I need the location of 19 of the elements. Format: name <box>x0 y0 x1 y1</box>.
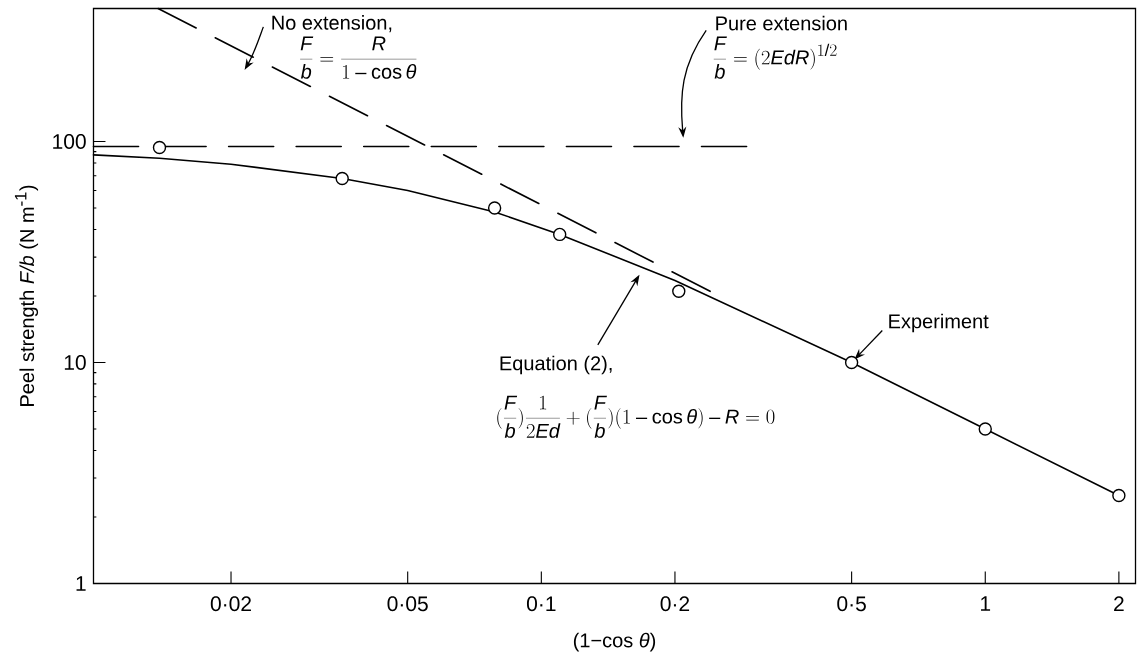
y-tick-label: 10 <box>64 354 86 370</box>
x-axis-title: (1−cos θ) <box>573 632 656 652</box>
x-tick-label: 0·02 <box>210 596 251 611</box>
annotation: Equation (2), <box>500 355 612 375</box>
annotation: Pure extension <box>716 15 847 31</box>
x-tick-label: 0·05 <box>387 596 428 611</box>
y-tick-label: 100 <box>53 133 86 149</box>
annotation: Experiment <box>889 313 989 333</box>
x-tick-label: 2 <box>1114 596 1124 611</box>
annotation: $\frac{F}{b} = \frac{R}{1-\cos\mbox{\itshape θ}}$ <box>300 36 417 79</box>
y-axis-title: Peel strength F/b (N m$^{-1}$) <box>14 185 39 406</box>
x-tick-label: 0·2 <box>660 596 690 611</box>
x-tick-label: 1 <box>981 596 991 611</box>
x-tick-label: 0·1 <box>526 596 556 611</box>
x-tick-label: 0·5 <box>837 596 866 611</box>
y-tick-label: 1 <box>76 576 86 591</box>
annotation: No extension, <box>272 14 392 32</box>
annotation: $\frac{F}{b} = (2EdR)^{1/2}$ <box>713 36 837 79</box>
annotation: $(\frac{F}{b})\frac{1}{2Ed}+(\frac{F}{b})(1-\cos\mbox{\itshape θ})-R=0$ <box>497 395 775 438</box>
